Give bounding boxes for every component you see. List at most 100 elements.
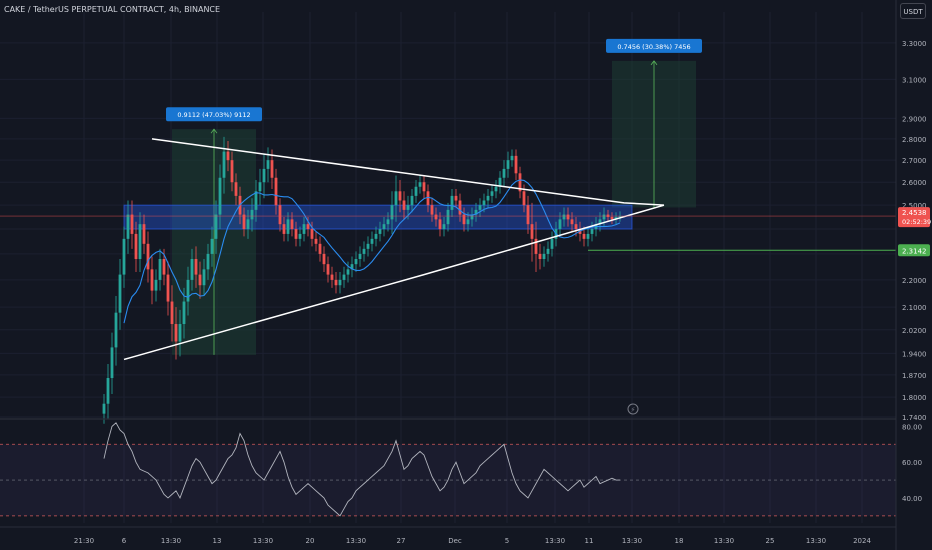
candle-body	[590, 229, 594, 234]
candle-body	[434, 214, 438, 220]
candle	[114, 296, 118, 366]
candle-body	[318, 243, 322, 254]
time-axis[interactable]: 21:30 6 13:30 13 13:30 20 13:30 27 Dec 5 13:30 11 13…	[0, 526, 896, 545]
triangle-pattern	[123, 138, 665, 361]
candle	[430, 198, 434, 222]
currency-button[interactable]: USDT	[900, 3, 926, 19]
candle-body	[426, 191, 430, 206]
candle	[178, 309, 182, 357]
candle	[542, 246, 546, 267]
candle-body	[278, 205, 282, 225]
candle-body	[390, 205, 394, 220]
candle-body	[526, 205, 530, 225]
candle	[450, 189, 454, 217]
time-tick-label: 13:30	[806, 537, 826, 545]
candle	[446, 202, 450, 232]
candle-body	[378, 229, 382, 234]
candle-body	[106, 378, 110, 404]
candle-body	[402, 200, 406, 210]
candle-body	[498, 177, 502, 187]
time-tick-label: Dec	[448, 537, 462, 545]
candle	[130, 200, 134, 249]
time-tick-label: 21:30	[74, 537, 94, 545]
candle-body	[322, 253, 326, 265]
candle-body	[246, 219, 250, 230]
candle-body	[586, 233, 590, 239]
measure-arrow-head	[210, 128, 218, 134]
candle-body	[150, 269, 154, 291]
candle	[106, 364, 110, 419]
price-tick-label: 1.7400	[902, 414, 927, 422]
candle-body	[566, 214, 570, 220]
price-tick-label: 2.8000	[902, 136, 927, 144]
candle	[138, 212, 142, 272]
candle-body	[162, 259, 166, 275]
candle-body	[474, 209, 478, 215]
candle	[478, 198, 482, 217]
candle-body	[370, 238, 374, 244]
candle-body	[358, 253, 362, 260]
candle	[442, 216, 446, 237]
candle-body	[290, 219, 294, 230]
candle-body	[374, 233, 378, 239]
candle-body	[562, 214, 566, 220]
candle	[358, 246, 362, 267]
candle-body	[502, 168, 506, 178]
svg-text:⚡: ⚡	[631, 406, 636, 414]
candle-body	[446, 209, 450, 225]
candle	[590, 221, 594, 242]
candle	[398, 179, 402, 213]
candle-body	[458, 200, 462, 215]
candle-body	[254, 191, 258, 210]
candle-body	[450, 195, 454, 210]
candle	[382, 216, 386, 237]
candle	[202, 259, 206, 297]
time-tick-label: 13:30	[622, 537, 642, 545]
price-axis[interactable]: 1.7400 1.8000 1.8700 1.9400 2.0200 2.1000 2.20…	[895, 0, 931, 550]
candle-body	[230, 160, 234, 183]
time-tick-label: 5	[505, 537, 509, 545]
candle-body	[166, 274, 170, 302]
candle	[134, 221, 138, 272]
time-tick-label: 13:30	[161, 537, 181, 545]
candle-body	[530, 224, 534, 239]
candle	[194, 246, 198, 288]
candle	[246, 209, 250, 239]
candle-body	[598, 219, 602, 225]
triangle-lower-line	[123, 204, 665, 361]
rsi-line	[103, 422, 620, 517]
rsi-tick-label: 60.00	[902, 459, 922, 467]
time-tick-label: 13:30	[346, 537, 366, 545]
candle	[598, 212, 602, 232]
candle-body	[582, 233, 586, 239]
candle	[322, 246, 326, 272]
candle-body	[334, 279, 338, 286]
candle	[210, 226, 214, 267]
measure-label: 0.7456 (30.38%) 7456	[617, 43, 690, 51]
alert-icon[interactable]: ⚡	[627, 403, 639, 415]
candle-body	[282, 224, 286, 234]
candle-body	[122, 238, 126, 275]
candle	[278, 198, 282, 232]
candle-body	[470, 214, 474, 220]
grid	[0, 12, 896, 523]
candle	[254, 179, 258, 222]
candle-body	[114, 312, 118, 348]
candle-body	[454, 195, 458, 201]
candle-body	[570, 219, 574, 225]
candle-body	[462, 214, 466, 225]
candle-body	[558, 219, 562, 230]
measure-label: 0.9112 (47.03%) 9112	[177, 111, 250, 119]
candle-body	[478, 205, 482, 210]
candle-body	[218, 177, 222, 215]
candle	[370, 231, 374, 252]
candle	[330, 266, 334, 288]
candle-body	[610, 216, 614, 220]
candle	[314, 231, 318, 252]
candle-body	[410, 195, 414, 206]
candle-body	[534, 238, 538, 254]
candle-body	[490, 191, 494, 196]
candle	[186, 266, 190, 316]
rsi-tick-label: 80.00	[902, 423, 922, 431]
